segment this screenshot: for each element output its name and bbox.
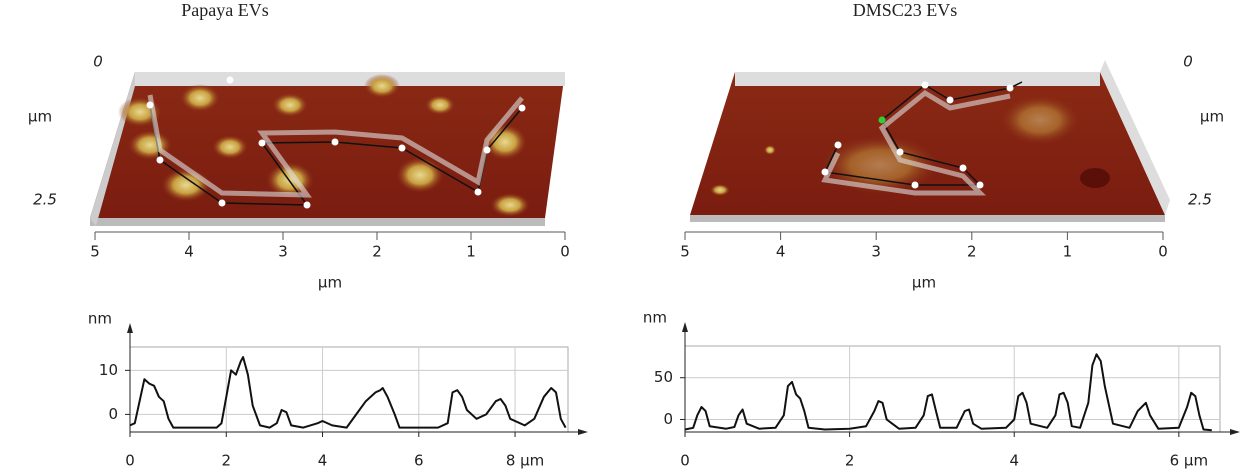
x-tick-label: 1 — [1063, 243, 1073, 261]
x-tick-label: 2 — [221, 452, 231, 470]
x-tick-label: 4 — [184, 243, 194, 261]
axis-arrow — [578, 429, 588, 435]
x-tick-label: 2 — [845, 452, 855, 470]
depth-unit: µm — [1200, 108, 1224, 126]
afm-image — [690, 60, 1170, 222]
x-tick-label: 5 — [90, 243, 100, 261]
x-tick-label: 8 µm — [506, 452, 544, 470]
y-axis-label: nm — [88, 310, 112, 328]
y-tick-label: 0 — [108, 405, 118, 423]
x-tick-label: 0 — [1158, 243, 1168, 261]
x-unit: µm — [318, 274, 342, 292]
x-tick-label: 2 — [372, 243, 382, 261]
depth-tick-label: 0 — [1183, 53, 1193, 71]
panel-title: Papaya EVs — [181, 0, 268, 20]
profile-line — [685, 354, 1212, 430]
x-tick-label: 0 — [560, 243, 570, 261]
axis-arrow — [1230, 429, 1240, 435]
x-tick-label: 6 µm — [1170, 452, 1208, 470]
panel-title: DMSC23 EVs — [853, 0, 958, 20]
x-tick-label: 4 — [1009, 452, 1019, 470]
axis-arrow — [682, 322, 688, 332]
x-tick-label: 3 — [278, 243, 288, 261]
afm-image — [90, 72, 565, 226]
x-tick-label: 4 — [776, 243, 786, 261]
x-tick-label: 6 — [414, 452, 424, 470]
y-tick-label: 50 — [654, 368, 673, 386]
x-tick-label: 0 — [125, 452, 135, 470]
profile-line — [130, 357, 566, 428]
y-tick-label: 10 — [99, 361, 118, 379]
x-tick-label: 3 — [871, 243, 881, 261]
y-tick-label: 0 — [663, 410, 673, 428]
x-tick-label: 1 — [466, 243, 476, 261]
x-unit: µm — [912, 274, 936, 292]
figure: Papaya EVs DMSC23 EVs 543210µm02.5µm5432… — [0, 0, 1250, 472]
depth-unit: µm — [28, 108, 52, 126]
x-tick-label: 0 — [680, 452, 690, 470]
axis-arrow — [127, 323, 133, 333]
x-tick-label: 2 — [967, 243, 977, 261]
depth-tick-label: 2.5 — [1188, 191, 1212, 209]
plot-frame — [130, 347, 568, 432]
x-tick-label: 5 — [680, 243, 690, 261]
x-tick-label: 4 — [318, 452, 328, 470]
depth-tick-label: 2.5 — [33, 191, 57, 209]
depth-tick-label: 0 — [93, 53, 103, 71]
y-axis-label: nm — [643, 309, 667, 327]
